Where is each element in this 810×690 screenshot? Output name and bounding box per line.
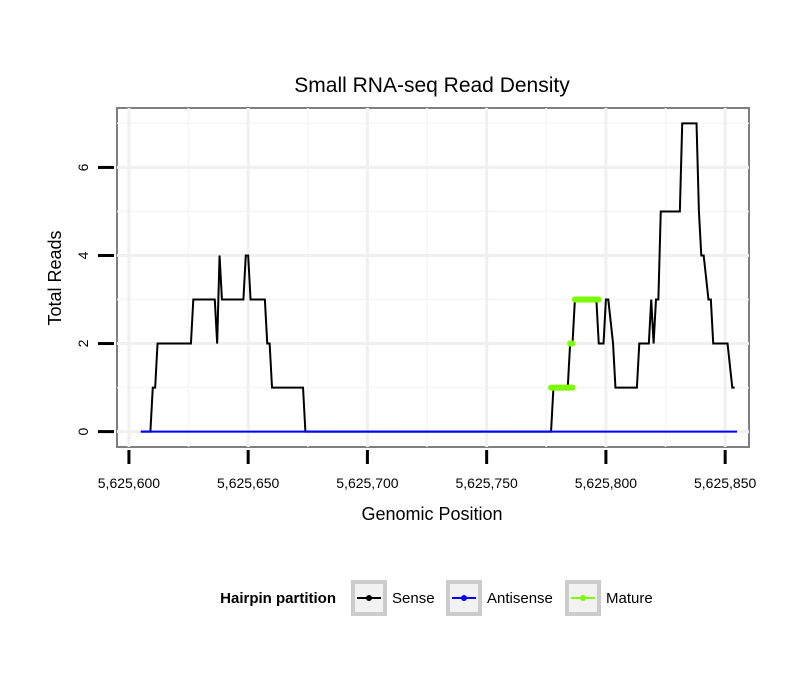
legend-label-sense: Sense (392, 590, 435, 607)
x-axis-label: Genomic Position (361, 504, 502, 524)
legend-entry-sense: Sense (351, 580, 435, 616)
x-tick-label: 5,625,800 (575, 475, 637, 491)
legend-entry-mature: Mature (565, 580, 653, 616)
series-layer (140, 122, 738, 433)
legend-title: Hairpin partition (220, 590, 336, 607)
x-tick-label: 5,625,650 (217, 475, 279, 491)
x-tick-label: 5,625,850 (694, 475, 756, 491)
legend-dot-mature (580, 595, 586, 601)
legend-entry-antisense: Antisense (446, 580, 553, 616)
legend-label-antisense: Antisense (487, 590, 553, 607)
x-axis: 5,625,600 5,625,650 5,625,700 5,625,750 5,62… (98, 450, 756, 491)
legend: Hairpin partition Sense Antisense Mature (220, 580, 653, 616)
y-axis-label: Total Reads (45, 230, 65, 325)
y-tick-label: 4 (75, 251, 91, 259)
chart-title: Small RNA-seq Read Density (294, 74, 570, 97)
y-tick-label: 6 (75, 163, 91, 171)
x-tick-label: 5,625,700 (336, 475, 398, 491)
legend-dot-sense (366, 595, 372, 601)
x-tick-label: 5,625,600 (98, 475, 160, 491)
y-tick-label: 2 (75, 339, 91, 347)
legend-dot-antisense (461, 595, 467, 601)
grid-lines (117, 108, 749, 447)
legend-label-mature: Mature (606, 590, 653, 607)
plot-panel (116, 107, 750, 448)
x-tick-label: 5,625,750 (456, 475, 518, 491)
y-tick-label: 0 (75, 427, 91, 435)
y-axis: 0 2 4 6 (75, 163, 114, 435)
